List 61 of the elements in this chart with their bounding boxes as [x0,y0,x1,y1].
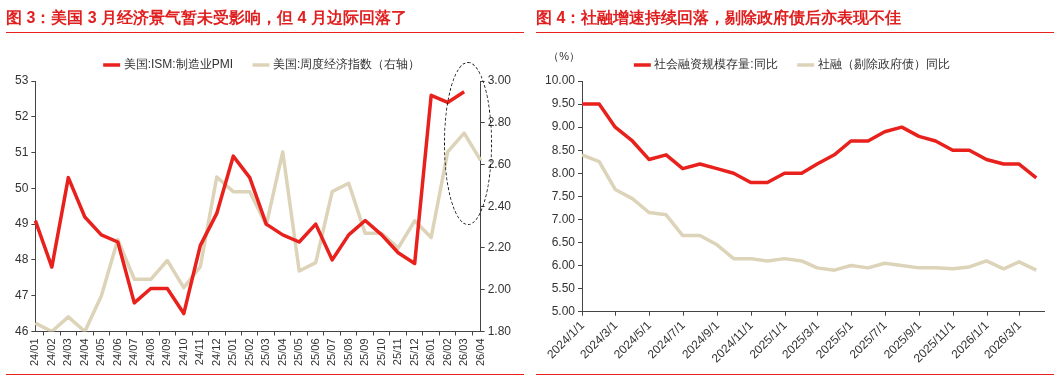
y-tick-label: 48 [14,252,29,267]
x-tick-label: 25/01 [226,338,239,366]
legend-label: 社会融资规模存量:同比 [654,57,778,72]
x-tick-label: 25/05 [292,338,305,366]
y-tick-label: 6.50 [551,234,576,249]
x-tick-label: 25/10 [374,338,387,366]
y-tick-label: 49 [14,216,29,231]
x-tick-label: 25/12 [407,338,420,366]
y2-tick-label: 2.60 [487,156,512,171]
y-tick-label: 47 [14,288,29,302]
x-tick-label: 25/11 [391,338,404,366]
y-axis-title: （%） [548,50,580,63]
x-tick-label: 24/09 [160,338,173,366]
y-tick-label: 8.00 [551,165,576,180]
x-tick-label: 24/10 [176,338,189,366]
x-tick-label: 25/09 [358,338,371,366]
x-tick-label: 25/04 [275,338,288,366]
y2-tick-label: 3.00 [487,73,512,88]
y-tick-label: 51 [14,144,29,159]
chart-title: 图 3：美国 3 月经济景气暂未受影响，但 4 月边际回落了 [6,4,524,33]
y-tick-label: 52 [14,109,29,124]
y2-tick-label: 2.20 [487,240,512,255]
y2-tick-label: 1.80 [487,323,512,338]
x-tick-label: 26/04 [473,338,486,366]
y-tick-label: 7.50 [551,188,576,203]
x-tick-label: 24/01 [28,338,41,366]
x-tick-label: 24/02 [44,338,57,366]
y-tick-label: 10.00 [545,73,576,88]
y2-tick-label: 2.40 [487,198,512,213]
y2-tick-label: 2.80 [487,115,512,130]
y-tick-label: 5.00 [551,304,576,319]
chart-title: 图 4：社融增速持续回落，剔除政府债后亦表现不佳 [536,4,1054,33]
y-tick-label: 53 [14,73,29,88]
y-tick-label: 5.50 [551,280,576,295]
legend-label: 美国:ISM:制造业PMI [123,57,234,72]
x-tick-label: 26/02 [440,338,453,366]
y2-tick-label: 2.00 [487,282,512,297]
x-tick-label: 25/07 [325,338,338,366]
x-tick-label: 26/01 [424,338,437,366]
x-tick-label: 24/12 [209,338,222,366]
x-tick-label: 24/07 [127,338,140,366]
x-tick-label: 25/06 [308,338,321,366]
x-tick-label: 24/08 [143,338,156,366]
y-tick-label: 8.50 [551,142,576,157]
legend-label: 美国:周度经济指数（右轴） [273,57,421,72]
legend-label: 社融（剔除政府债）同比 [817,57,950,72]
x-tick-label: 24/05 [94,338,107,366]
y-tick-label: 6.00 [551,257,576,272]
x-tick-label: 24/04 [77,338,90,366]
y-tick-label: 7.00 [551,211,576,226]
x-tick-label: 25/03 [259,338,272,366]
y-tick-label: 9.00 [551,119,576,134]
x-tick-label: 24/03 [61,338,74,366]
x-tick-label: 25/02 [242,338,255,366]
y-tick-label: 46 [14,323,29,338]
y-tick-label: 9.50 [551,96,576,111]
y-tick-label: 50 [14,180,29,195]
x-tick-label: 24/06 [110,338,123,366]
x-tick-label: 25/08 [341,338,354,366]
x-tick-label: 24/11 [193,338,206,366]
x-tick-label: 26/03 [457,338,470,366]
